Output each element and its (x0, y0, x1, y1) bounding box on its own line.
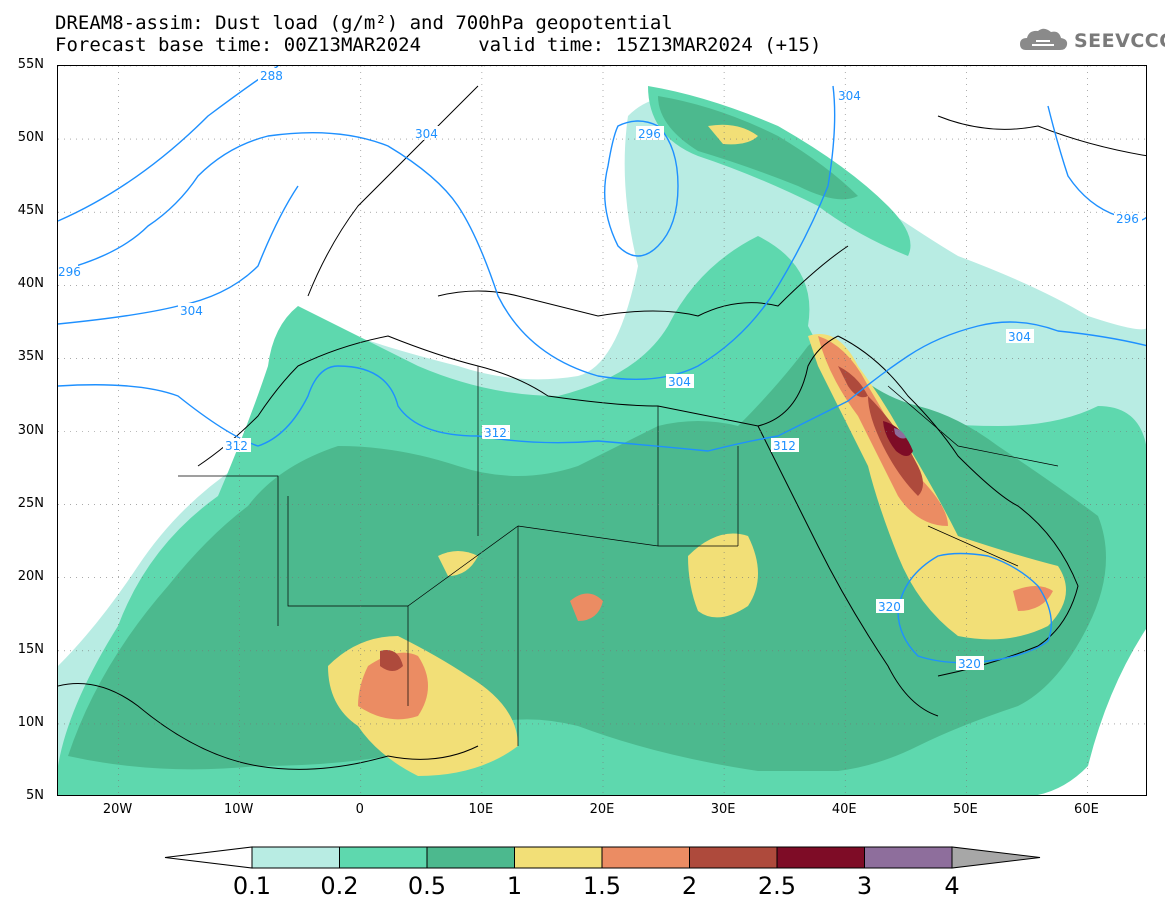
contour-label: 296 (1116, 212, 1139, 226)
lat-tick-label: 30N (17, 422, 44, 438)
dust-layer-1-e (438, 551, 478, 576)
colorbar-segment (601, 846, 690, 869)
colorbar-segment (776, 846, 865, 869)
contour-label: 288 (260, 69, 283, 83)
lat-tick-label: 5N (26, 788, 44, 803)
lat-tick-label: 55N (17, 57, 44, 72)
contour-label: 304 (1008, 330, 1031, 344)
colorbar-segment (514, 846, 603, 869)
contour-label: 312 (484, 426, 507, 440)
contour-label: 296 (58, 265, 81, 279)
map-canvas: 288 304 304 296 304 296 304 312 312 304 … (58, 66, 1146, 795)
dust-layer-2 (838, 366, 923, 496)
colorbar-underflow-triangle (164, 846, 253, 869)
colorbar-tick-label: 2 (681, 872, 698, 900)
contour-label: 304 (180, 304, 203, 318)
dust-layer-2-b (380, 650, 403, 671)
lon-tick-label: 10W (223, 802, 254, 817)
country-borders (178, 366, 1059, 746)
coastlines (58, 85, 1146, 770)
contour-label: 304 (668, 375, 691, 389)
seevccc-logo: SEEVCCC (1018, 26, 1165, 56)
contour-label: 296 (638, 127, 661, 141)
dust-layer-1-c (688, 533, 758, 618)
contour-label: 320 (878, 600, 901, 614)
dust-layer-1-5-d (1013, 586, 1053, 611)
lat-tick-label: 10N (17, 714, 44, 730)
contour-label: 304 (415, 127, 438, 141)
lat-tick-label: 20N (17, 568, 44, 584)
map-title-line-1: DREAM8-assim: Dust load (g/m²) and 700hP… (55, 12, 673, 34)
contour-label: 304 (838, 89, 861, 103)
colorbar-segment (426, 846, 515, 869)
lat-tick-label: 40N (17, 276, 44, 292)
dust-layer-3 (894, 428, 906, 439)
cloud-icon (1020, 28, 1068, 50)
colorbar-segment (864, 846, 953, 869)
colorbar-tick-label: 3 (856, 872, 873, 900)
dust-layer-0-5-north (658, 96, 858, 200)
lon-tick-label: 50E (952, 802, 978, 817)
lat-tick-label: 25N (17, 495, 44, 511)
lon-tick-label: 30E (710, 802, 736, 817)
lat-tick-label: 35N (17, 349, 44, 365)
colorbar-tick-label: 2.5 (757, 872, 797, 900)
colorbar-segment (339, 846, 428, 869)
colorbar-tick-label: 0.1 (232, 872, 272, 900)
colorbar-tick-label: 0.5 (407, 872, 447, 900)
colorbar-tick-label: 1 (506, 872, 523, 900)
lat-tick-label: 15N (17, 641, 44, 657)
colorbar-segment (251, 846, 340, 869)
lat-tick-label: 45N (17, 203, 44, 219)
lon-tick-label: 0 (355, 802, 364, 817)
lon-tick-label: 20W (102, 802, 133, 817)
contour-label: 312 (773, 439, 796, 453)
dust-layer-0-5 (68, 339, 1106, 771)
colorbar-tick-label: 0.2 (320, 872, 359, 900)
dust-shading (58, 86, 1146, 795)
colorbar-tick-label: 1.5 (582, 872, 622, 900)
colorbar-segment (689, 846, 778, 869)
map-title-line-2: Forecast base time: 00Z13MAR2024 valid t… (55, 34, 822, 56)
lat-tick-label: 50N (17, 130, 44, 146)
lon-tick-label: 40E (831, 802, 857, 817)
dust-layer-1-5-c (570, 593, 603, 621)
logo-text: SEEVCCC (1074, 30, 1165, 52)
lon-tick-label: 20E (589, 802, 615, 817)
contour-label: 312 (225, 439, 248, 453)
colorbar-overflow-triangle (951, 846, 1041, 869)
lon-tick-label: 60E (1074, 802, 1099, 817)
lon-tick-label: 10E (468, 802, 494, 817)
colorbar-tick-label: 4 (944, 872, 960, 900)
dust-layer-2-5 (883, 421, 913, 456)
dust-layer-1-5-b (358, 652, 428, 720)
contour-labels: 288 304 304 296 304 296 304 312 312 304 … (58, 68, 1142, 671)
dust-map: 288 304 304 296 304 296 304 312 312 304 … (57, 65, 1147, 796)
contour-label: 320 (958, 657, 981, 671)
dust-layer-1-d (708, 124, 758, 145)
